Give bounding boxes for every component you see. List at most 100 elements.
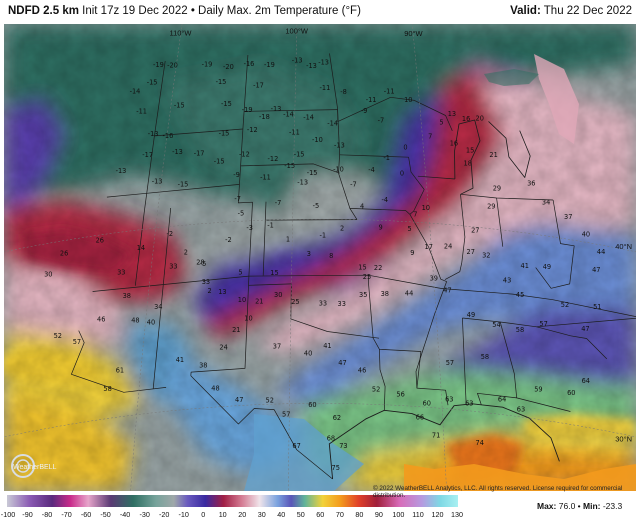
- map-canvas: -19 -20 -19 -20 -16 -19-13-13 -13-15-14-15 -17-…: [4, 24, 636, 491]
- temperature-value: 41: [323, 342, 331, 350]
- lat-lon-labels: 110°W 100°W 90°W 40°N 30°N: [169, 26, 632, 443]
- temperature-value: -12: [268, 155, 279, 163]
- temperature-value: 9: [378, 224, 382, 232]
- temperature-value: 15: [358, 264, 366, 272]
- temperature-value: -20: [223, 63, 234, 71]
- temperature-value: 32: [482, 252, 490, 260]
- temperature-value: -20: [167, 62, 178, 70]
- temperature-value: -11: [136, 107, 147, 115]
- color-scale-tick: 10: [218, 510, 227, 519]
- temperature-value: 47: [592, 266, 600, 274]
- temperature-value: 74: [476, 439, 484, 447]
- temperature-value: 34: [542, 199, 550, 207]
- color-scale-tick: -30: [139, 510, 150, 519]
- temperature-value: 60: [308, 401, 316, 409]
- temperature-value: 71: [432, 431, 440, 439]
- color-scale-tick: 130: [451, 510, 463, 519]
- temperature-value: 37: [564, 213, 572, 221]
- color-scale-tick: -50: [100, 510, 111, 519]
- temperature-value: 43: [503, 276, 511, 284]
- temperature-value: 16: [450, 140, 458, 148]
- temperature-value: 4: [360, 203, 364, 211]
- lake-huron-shore: [488, 121, 531, 178]
- temperature-value: 52: [561, 301, 569, 309]
- temperature-value: -15: [214, 158, 225, 166]
- temperature-value: -2: [225, 236, 232, 244]
- state-border: [190, 54, 253, 376]
- temperature-value: 44: [405, 290, 413, 298]
- temperature-value: -4: [368, 166, 375, 174]
- temperature-value: 62: [333, 414, 341, 422]
- temperature-value: -13: [292, 57, 303, 65]
- temperature-value: 16: [462, 115, 470, 123]
- state-border: [339, 154, 409, 158]
- temperature-value: 27: [471, 227, 479, 235]
- temperature-value: 64: [498, 396, 506, 404]
- temperature-value: 7: [428, 132, 432, 140]
- state-border: [248, 283, 292, 286]
- temperature-value: 13: [218, 288, 226, 296]
- temperature-value: 58: [481, 353, 489, 361]
- temperature-value: 5: [439, 118, 443, 126]
- temperature-value: 33: [169, 263, 177, 271]
- temperature-value: 57: [539, 320, 547, 328]
- temperature-value: 14: [137, 244, 145, 252]
- temperature-value: 57: [446, 359, 454, 367]
- color-scale-tick: -10: [178, 510, 189, 519]
- temperature-value: 35: [359, 291, 367, 299]
- temperature-value: 27: [467, 248, 475, 256]
- temperature-value: 2: [340, 224, 344, 232]
- temperature-value: -3: [246, 224, 253, 232]
- map-title: NDFD 2.5 km Init 17z 19 Dec 2022 • Daily…: [8, 5, 361, 17]
- temperature-value: -5: [313, 202, 320, 210]
- temperature-value: 8: [329, 252, 333, 260]
- state-border: [244, 109, 338, 112]
- temperature-value: -9: [361, 107, 368, 115]
- temperature-value: 41: [521, 262, 529, 270]
- temperature-value: 21: [255, 297, 263, 305]
- lake-michigan-shore: [454, 119, 481, 195]
- temperature-value: -13: [334, 141, 345, 149]
- state-border: [337, 109, 358, 220]
- temperature-value: 61: [116, 367, 124, 375]
- temperature-value: 49: [467, 311, 475, 319]
- temperature-value: 67: [292, 442, 300, 450]
- map-header: NDFD 2.5 km Init 17z 19 Dec 2022 • Daily…: [0, 0, 640, 24]
- temperature-value: 38: [381, 290, 389, 298]
- temperature-value: 48: [211, 385, 219, 393]
- temperature-value: -19: [153, 61, 164, 69]
- temperature-value: -17: [142, 151, 153, 159]
- longitude-gridline: [288, 24, 298, 491]
- max-value: 76.0: [558, 501, 576, 511]
- temperature-value: 33: [338, 300, 346, 308]
- temperature-value: -12: [239, 151, 250, 159]
- state-border: [106, 184, 240, 198]
- temperature-value: -13: [172, 148, 183, 156]
- temperature-value: 63: [445, 396, 453, 404]
- temperature-value: 46: [97, 316, 105, 324]
- latitude-label: 30°N: [615, 434, 632, 443]
- temperature-value: 52: [372, 386, 380, 394]
- temperature-value: -15: [147, 78, 158, 86]
- state-border: [265, 219, 358, 221]
- longitude-label: 110°W: [169, 29, 192, 38]
- temperature-value: 30: [274, 291, 282, 299]
- state-border: [71, 330, 167, 393]
- temperature-value: 10: [244, 314, 252, 322]
- temperature-value: 60: [423, 399, 431, 407]
- temperature-labels: -19 -20 -19 -20 -16 -19-13-13 -13-15-14-15 -17-…: [44, 57, 605, 472]
- state-border: [444, 194, 466, 280]
- temperature-value: -15: [174, 102, 185, 110]
- temperature-value: 17: [425, 243, 433, 251]
- run-info: Init 17z 19 Dec 2022 • Daily Max. 2m Tem…: [78, 5, 361, 17]
- temperature-value: 26: [60, 249, 68, 257]
- state-border: [349, 208, 411, 215]
- color-scale-ticks: -100 -90 -80 -70 -60 -50 -40 -30 -20 -10 0 10 20 30 40…: [0, 510, 470, 522]
- temperature-value: -11: [366, 96, 377, 104]
- state-border: [462, 317, 636, 328]
- gulf-coastline: [328, 403, 560, 480]
- temperature-value: 54: [492, 321, 500, 329]
- temperature-value: -19: [242, 106, 253, 114]
- state-border: [462, 317, 467, 406]
- state-border: [262, 201, 267, 276]
